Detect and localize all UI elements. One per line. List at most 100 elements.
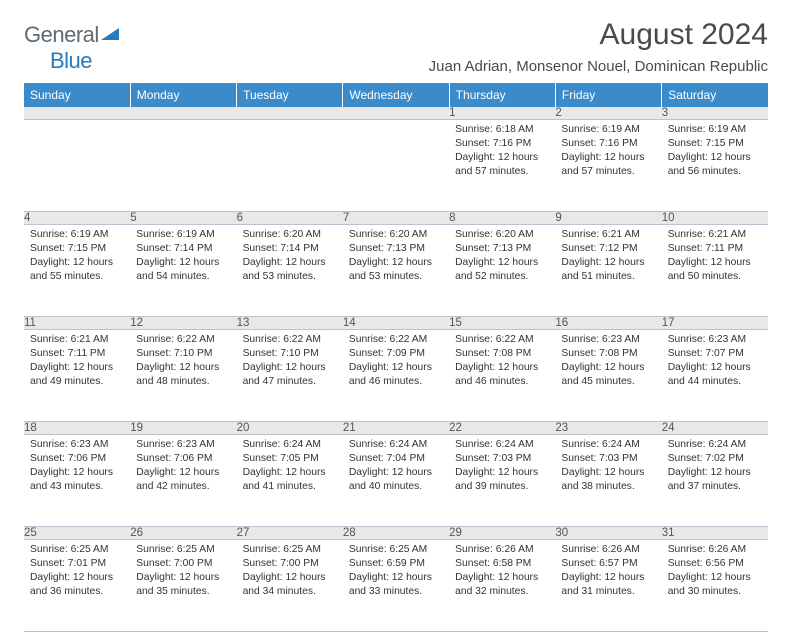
- day-number-row: 123: [24, 107, 768, 120]
- day-cell: Sunrise: 6:22 AMSunset: 7:10 PMDaylight:…: [237, 330, 343, 422]
- sunset-text: Sunset: 7:01 PM: [30, 557, 124, 571]
- day-cell: Sunrise: 6:24 AMSunset: 7:03 PMDaylight:…: [555, 435, 661, 527]
- day-cell: Sunrise: 6:22 AMSunset: 7:09 PMDaylight:…: [343, 330, 449, 422]
- sunset-text: Sunset: 6:56 PM: [668, 557, 762, 571]
- daylight-text: Daylight: 12 hours and 37 minutes.: [668, 466, 762, 494]
- day-number-cell: 30: [555, 527, 661, 540]
- sunset-text: Sunset: 7:09 PM: [349, 347, 443, 361]
- sunset-text: Sunset: 7:03 PM: [561, 452, 655, 466]
- day-number-cell: 5: [130, 212, 236, 225]
- day-cell: Sunrise: 6:24 AMSunset: 7:02 PMDaylight:…: [662, 435, 768, 527]
- daylight-text: Daylight: 12 hours and 56 minutes.: [668, 151, 762, 179]
- daylight-text: Daylight: 12 hours and 31 minutes.: [561, 571, 655, 599]
- daylight-text: Daylight: 12 hours and 50 minutes.: [668, 256, 762, 284]
- sunset-text: Sunset: 7:10 PM: [243, 347, 337, 361]
- sunset-text: Sunset: 7:10 PM: [136, 347, 230, 361]
- daylight-text: Daylight: 12 hours and 39 minutes.: [455, 466, 549, 494]
- day-cell: Sunrise: 6:22 AMSunset: 7:08 PMDaylight:…: [449, 330, 555, 422]
- day-number-cell: 21: [343, 422, 449, 435]
- calendar-body: 123Sunrise: 6:18 AMSunset: 7:16 PMDaylig…: [24, 107, 768, 632]
- sunset-text: Sunset: 7:11 PM: [668, 242, 762, 256]
- day-cell: Sunrise: 6:21 AMSunset: 7:11 PMDaylight:…: [24, 330, 130, 422]
- day-number-cell: [130, 107, 236, 120]
- day-cell: Sunrise: 6:24 AMSunset: 7:04 PMDaylight:…: [343, 435, 449, 527]
- sunset-text: Sunset: 7:00 PM: [136, 557, 230, 571]
- sunset-text: Sunset: 7:08 PM: [455, 347, 549, 361]
- sunrise-text: Sunrise: 6:19 AM: [136, 228, 230, 242]
- day-number-cell: 14: [343, 317, 449, 330]
- day-cell: Sunrise: 6:23 AMSunset: 7:08 PMDaylight:…: [555, 330, 661, 422]
- sunrise-text: Sunrise: 6:25 AM: [243, 543, 337, 557]
- sunset-text: Sunset: 7:15 PM: [668, 137, 762, 151]
- daylight-text: Daylight: 12 hours and 42 minutes.: [136, 466, 230, 494]
- day-number-cell: [237, 107, 343, 120]
- day-content-row: Sunrise: 6:21 AMSunset: 7:11 PMDaylight:…: [24, 330, 768, 422]
- calendar-header-row: SundayMondayTuesdayWednesdayThursdayFrid…: [24, 83, 768, 107]
- sunset-text: Sunset: 7:16 PM: [561, 137, 655, 151]
- day-number-cell: 1: [449, 107, 555, 120]
- day-cell: Sunrise: 6:26 AMSunset: 6:58 PMDaylight:…: [449, 540, 555, 632]
- sunrise-text: Sunrise: 6:21 AM: [30, 333, 124, 347]
- sunrise-text: Sunrise: 6:24 AM: [243, 438, 337, 452]
- sunrise-text: Sunrise: 6:25 AM: [136, 543, 230, 557]
- logo: GeneralBlue: [24, 22, 121, 74]
- daylight-text: Daylight: 12 hours and 55 minutes.: [30, 256, 124, 284]
- daylight-text: Daylight: 12 hours and 46 minutes.: [349, 361, 443, 389]
- day-cell: Sunrise: 6:25 AMSunset: 7:01 PMDaylight:…: [24, 540, 130, 632]
- sunrise-text: Sunrise: 6:23 AM: [30, 438, 124, 452]
- day-number-row: 18192021222324: [24, 422, 768, 435]
- day-cell: Sunrise: 6:19 AMSunset: 7:15 PMDaylight:…: [24, 225, 130, 317]
- sunrise-text: Sunrise: 6:19 AM: [668, 123, 762, 137]
- day-number-cell: 19: [130, 422, 236, 435]
- sunset-text: Sunset: 7:15 PM: [30, 242, 124, 256]
- daylight-text: Daylight: 12 hours and 46 minutes.: [455, 361, 549, 389]
- sunset-text: Sunset: 7:06 PM: [30, 452, 124, 466]
- day-cell: Sunrise: 6:23 AMSunset: 7:07 PMDaylight:…: [662, 330, 768, 422]
- day-cell: Sunrise: 6:26 AMSunset: 6:57 PMDaylight:…: [555, 540, 661, 632]
- day-cell: [24, 120, 130, 212]
- sunrise-text: Sunrise: 6:25 AM: [30, 543, 124, 557]
- day-cell: Sunrise: 6:19 AMSunset: 7:14 PMDaylight:…: [130, 225, 236, 317]
- day-cell: Sunrise: 6:21 AMSunset: 7:12 PMDaylight:…: [555, 225, 661, 317]
- sunrise-text: Sunrise: 6:22 AM: [136, 333, 230, 347]
- day-header: Wednesday: [343, 83, 449, 107]
- sunrise-text: Sunrise: 6:23 AM: [561, 333, 655, 347]
- sunset-text: Sunset: 7:06 PM: [136, 452, 230, 466]
- sunset-text: Sunset: 7:02 PM: [668, 452, 762, 466]
- day-cell: [343, 120, 449, 212]
- day-cell: Sunrise: 6:19 AMSunset: 7:15 PMDaylight:…: [662, 120, 768, 212]
- day-cell: Sunrise: 6:26 AMSunset: 6:56 PMDaylight:…: [662, 540, 768, 632]
- day-cell: Sunrise: 6:24 AMSunset: 7:03 PMDaylight:…: [449, 435, 555, 527]
- day-number-cell: 13: [237, 317, 343, 330]
- day-content-row: Sunrise: 6:19 AMSunset: 7:15 PMDaylight:…: [24, 225, 768, 317]
- sunset-text: Sunset: 7:00 PM: [243, 557, 337, 571]
- sunrise-text: Sunrise: 6:21 AM: [668, 228, 762, 242]
- logo-text-blue: Blue: [50, 48, 92, 73]
- day-cell: Sunrise: 6:22 AMSunset: 7:10 PMDaylight:…: [130, 330, 236, 422]
- daylight-text: Daylight: 12 hours and 51 minutes.: [561, 256, 655, 284]
- day-number-cell: 31: [662, 527, 768, 540]
- day-number-row: 25262728293031: [24, 527, 768, 540]
- sunrise-text: Sunrise: 6:18 AM: [455, 123, 549, 137]
- daylight-text: Daylight: 12 hours and 40 minutes.: [349, 466, 443, 494]
- day-number-row: 11121314151617: [24, 317, 768, 330]
- daylight-text: Daylight: 12 hours and 38 minutes.: [561, 466, 655, 494]
- daylight-text: Daylight: 12 hours and 57 minutes.: [561, 151, 655, 179]
- sunset-text: Sunset: 7:14 PM: [243, 242, 337, 256]
- daylight-text: Daylight: 12 hours and 45 minutes.: [561, 361, 655, 389]
- day-number-cell: 6: [237, 212, 343, 225]
- day-content-row: Sunrise: 6:25 AMSunset: 7:01 PMDaylight:…: [24, 540, 768, 632]
- day-number-cell: 25: [24, 527, 130, 540]
- day-cell: Sunrise: 6:25 AMSunset: 6:59 PMDaylight:…: [343, 540, 449, 632]
- day-header: Friday: [555, 83, 661, 107]
- day-cell: Sunrise: 6:19 AMSunset: 7:16 PMDaylight:…: [555, 120, 661, 212]
- day-number-cell: 23: [555, 422, 661, 435]
- sunrise-text: Sunrise: 6:20 AM: [243, 228, 337, 242]
- sunrise-text: Sunrise: 6:23 AM: [668, 333, 762, 347]
- day-cell: Sunrise: 6:21 AMSunset: 7:11 PMDaylight:…: [662, 225, 768, 317]
- sunrise-text: Sunrise: 6:24 AM: [668, 438, 762, 452]
- day-number-cell: 20: [237, 422, 343, 435]
- daylight-text: Daylight: 12 hours and 36 minutes.: [30, 571, 124, 599]
- sunrise-text: Sunrise: 6:20 AM: [455, 228, 549, 242]
- sunset-text: Sunset: 7:03 PM: [455, 452, 549, 466]
